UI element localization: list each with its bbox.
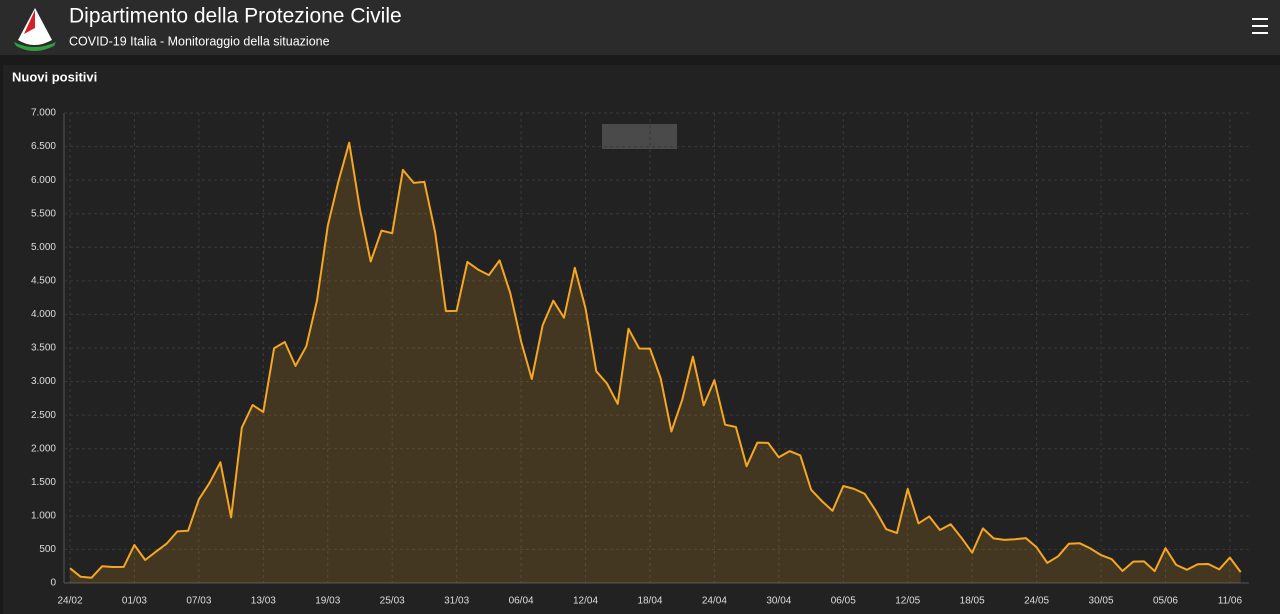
y-tick-label: 0 xyxy=(50,578,56,589)
y-tick-label: 6.500 xyxy=(31,141,56,152)
header-subtitle: COVID-19 Italia - Monitoraggio della sit… xyxy=(69,34,330,48)
x-tick-label: 13/03 xyxy=(251,596,276,607)
y-tick-label: 5.000 xyxy=(31,242,56,253)
y-tick-label: 3.000 xyxy=(31,376,56,387)
line xyxy=(69,141,1242,579)
x-tick-label: 30/05 xyxy=(1089,596,1114,607)
x-tick-label: 18/05 xyxy=(960,596,985,607)
y-tick-label: 6.000 xyxy=(31,175,56,186)
x-tick-label: 31/03 xyxy=(444,596,469,607)
x-tick-label: 07/03 xyxy=(186,596,211,607)
y-tick-label: 1.000 xyxy=(31,510,56,521)
y-tick-label: 500 xyxy=(39,544,56,555)
y-tick-label: 5.500 xyxy=(31,208,56,219)
y-tick-label: 1.500 xyxy=(31,477,56,488)
area-fill xyxy=(70,142,1241,583)
menu-button[interactable] xyxy=(1252,18,1268,34)
chart-panel xyxy=(3,65,1280,614)
y-tick-label: 2.500 xyxy=(31,410,56,421)
x-tick-label: 30/04 xyxy=(766,596,791,607)
y-tick-label: 4.500 xyxy=(31,275,56,286)
logo xyxy=(14,8,56,51)
x-tick-label: 24/05 xyxy=(1024,596,1049,607)
tooltip-placeholder xyxy=(602,124,677,149)
x-tick-label: 12/05 xyxy=(895,596,920,607)
x-tick-label: 06/04 xyxy=(509,596,534,607)
y-tick-label: 4.000 xyxy=(31,309,56,320)
x-tick-label: 19/03 xyxy=(315,596,340,607)
header-bar xyxy=(0,0,1280,55)
x-tick-label: 06/05 xyxy=(831,596,856,607)
header-title: Dipartimento della Protezione Civile xyxy=(69,5,402,28)
x-tick-label: 24/02 xyxy=(57,596,82,607)
x-tick-label: 25/03 xyxy=(380,596,405,607)
x-tick-label: 24/04 xyxy=(702,596,727,607)
x-tick-label: 01/03 xyxy=(122,596,147,607)
x-tick-label: 18/04 xyxy=(637,596,662,607)
y-tick-label: 3.500 xyxy=(31,343,56,354)
x-tick-label: 05/06 xyxy=(1153,596,1178,607)
x-tick-label: 12/04 xyxy=(573,596,598,607)
y-tick-label: 7.000 xyxy=(31,108,56,119)
x-tick-label: 11/06 xyxy=(1218,596,1243,607)
chart-title: Nuovi positivi xyxy=(12,69,97,84)
y-tick-label: 2.000 xyxy=(31,443,56,454)
